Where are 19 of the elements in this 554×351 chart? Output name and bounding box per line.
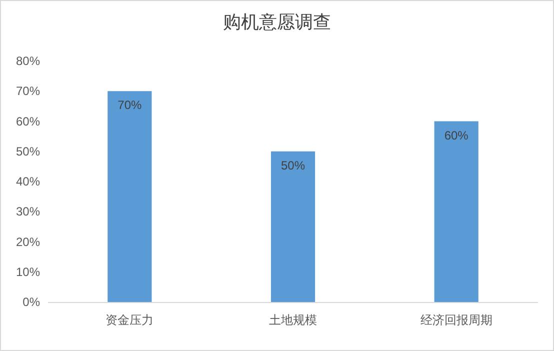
y-tick-label: 80% <box>16 54 40 68</box>
y-tick-label: 60% <box>16 114 40 128</box>
y-tick-label: 20% <box>16 234 40 249</box>
y-tick-label: 40% <box>16 174 40 188</box>
data-label: 70% <box>118 98 142 112</box>
x-tick-label: 土地规模 <box>269 313 317 327</box>
y-tick-label: 70% <box>16 84 40 98</box>
bar <box>270 151 316 302</box>
bar <box>434 121 478 302</box>
data-label: 50% <box>280 158 306 172</box>
bar <box>108 91 152 302</box>
x-tick-label: 资金压力 <box>106 313 154 327</box>
x-tick-label: 经济回报周期 <box>420 313 492 327</box>
data-label: 60% <box>444 128 469 142</box>
y-tick-label: 50% <box>16 144 40 158</box>
y-tick-label: 30% <box>16 204 40 219</box>
y-tick-label: 10% <box>16 264 40 279</box>
y-tick-label: 0% <box>22 295 40 309</box>
chart-title: 购机意愿调查 <box>223 12 331 32</box>
